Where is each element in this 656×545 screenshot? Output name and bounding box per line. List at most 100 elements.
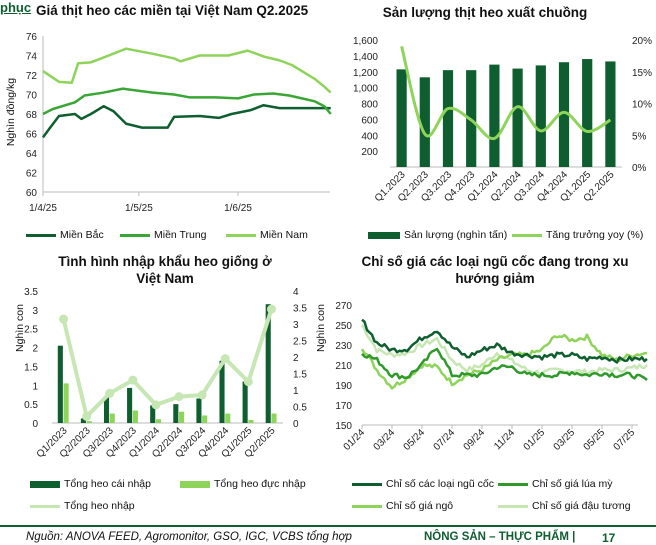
y-tick-label: 3: [32, 306, 38, 317]
bar-female: [127, 387, 133, 423]
y-tick-label: 0: [32, 419, 38, 430]
legend-swatch: [512, 233, 542, 237]
y2-tick-label: 20%: [632, 36, 652, 47]
legend-label: Tổng heo nhập: [64, 500, 135, 512]
bar-male: [86, 421, 92, 423]
total-point: [197, 390, 207, 400]
y-tick-label: 1,000: [353, 84, 378, 95]
bar-female: [242, 381, 248, 423]
y-tick-label: 400: [361, 131, 378, 142]
legend-label: Chỉ số các loại ngũ cốc: [386, 478, 494, 490]
legend-label: Tổng heo cái nhập: [64, 478, 151, 490]
series-line-2: [361, 347, 648, 381]
legend-label: Miền Nam: [260, 229, 308, 241]
footer-section: NÔNG SẢN – THỰC PHẨM |: [424, 531, 576, 543]
legend-label: Chỉ số giá lúa mỳ: [532, 478, 613, 490]
chart1-legend-2: Miền Trung: [120, 229, 207, 241]
y2-tick-label: 0.5: [293, 403, 307, 414]
bar: [582, 59, 593, 167]
y-tick-label: 1,400: [353, 52, 378, 63]
total-line: [61, 308, 274, 419]
footer-source: Nguồn: ANOVA FEED, Agromonitor, GSO, IGC…: [26, 531, 352, 543]
page-number: 17: [602, 531, 616, 545]
y2-tick-label: 4: [293, 287, 299, 298]
chart3-legend-3: Tổng heo nhập: [30, 500, 135, 512]
chart4-title: Chỉ số giá các loại ngũ cốc đang trong x…: [361, 254, 629, 286]
bar-female: [57, 345, 63, 423]
y-tick-label: 150: [335, 421, 352, 432]
y-tick-label: 60: [26, 188, 38, 199]
y2-tick-label: 3.5: [293, 304, 307, 315]
y-tick-label: 250: [335, 321, 352, 332]
bar: [489, 64, 500, 167]
y-tick-label: 200: [361, 147, 378, 158]
footer-rule: [0, 525, 656, 527]
y2-tick-label: 0: [293, 419, 299, 430]
total-point: [128, 375, 138, 385]
y-tick-label: 600: [361, 115, 378, 126]
chart3-ylabel: Nghìn con: [14, 304, 26, 352]
y-tick-label: 2.5: [24, 325, 38, 336]
x-tick-label: 1/6/25: [224, 203, 252, 214]
total-point: [105, 388, 115, 398]
chart2-legend-1: Sản lượng (nghìn tấn): [368, 229, 507, 241]
y-tick-label: 1: [32, 381, 38, 392]
bar: [605, 61, 616, 167]
chart4-legend-3: Chỉ số giá ngô: [352, 500, 453, 512]
chart4-legend-1: Chỉ số các loại ngũ cốc: [352, 478, 494, 490]
chart1-title: Giá thịt heo các miền tại Việt Nam Q2.20…: [36, 3, 309, 18]
chart4-legend-4: Chỉ số giá đậu tương: [498, 500, 631, 512]
legend-label: Tổng heo đực nhập: [214, 478, 306, 490]
series-line-1: [361, 318, 648, 364]
legend-swatch: [368, 231, 400, 239]
total-point: [174, 392, 184, 402]
legend-swatch: [352, 482, 382, 486]
y-tick-label: 270: [335, 301, 352, 312]
y-tick-label: 64: [26, 149, 38, 160]
series-line-3: [360, 333, 648, 390]
bar-male: [109, 413, 115, 423]
x-tick-label: 03/25: [552, 427, 578, 453]
x-tick-label: 1/5/25: [125, 203, 153, 214]
total-point: [220, 354, 230, 364]
y2-tick-label: 2.5: [293, 337, 307, 348]
x-tick-label: 05/25: [582, 427, 608, 453]
bar-female: [265, 304, 271, 423]
bar: [512, 68, 523, 167]
bar: [535, 65, 546, 167]
series-line-3: [42, 47, 332, 94]
bar: [558, 62, 570, 167]
y-tick-label: 76: [26, 32, 38, 43]
bar-male: [179, 411, 185, 423]
bar-male: [202, 415, 208, 423]
y-tick-label: 3.5: [24, 287, 38, 298]
bar-male: [63, 383, 69, 423]
y-tick-label: 72: [26, 71, 38, 82]
legend-swatch: [120, 233, 150, 237]
legend-swatch: [26, 233, 56, 237]
y-tick-label: 70: [26, 91, 38, 102]
y2-tick-label: 3: [293, 320, 299, 331]
legend-label: Tăng trưởng yoy (%): [546, 229, 644, 241]
y-tick-label: 66: [26, 130, 38, 141]
chart1-legend-1: Miền Bắc: [26, 229, 104, 241]
chart3-title: Tình hình nhập khẩu heo giống ở Việt Nam: [58, 254, 272, 286]
y-tick-label: 170: [335, 401, 352, 412]
y-tick-label: 1.5: [24, 362, 38, 373]
y2-tick-label: 10%: [632, 100, 652, 111]
bar: [442, 70, 454, 167]
legend-swatch: [30, 504, 60, 508]
y-tick-label: 190: [335, 381, 352, 392]
x-tick-label: 01/25: [522, 427, 548, 453]
y-tick-label: 230: [335, 341, 352, 352]
total-point: [243, 377, 253, 387]
legend-label: Chỉ số giá ngô: [386, 500, 454, 512]
y-tick-label: 1,600: [353, 36, 378, 47]
legend-swatch: [30, 480, 60, 488]
bar-female: [173, 404, 179, 423]
chart4-legend-2: Chỉ số giá lúa mỳ: [498, 478, 613, 490]
y-tick-label: 68: [26, 110, 38, 121]
legend-swatch: [498, 504, 528, 508]
chart2-legend-2: Tăng trưởng yoy (%): [512, 229, 643, 241]
